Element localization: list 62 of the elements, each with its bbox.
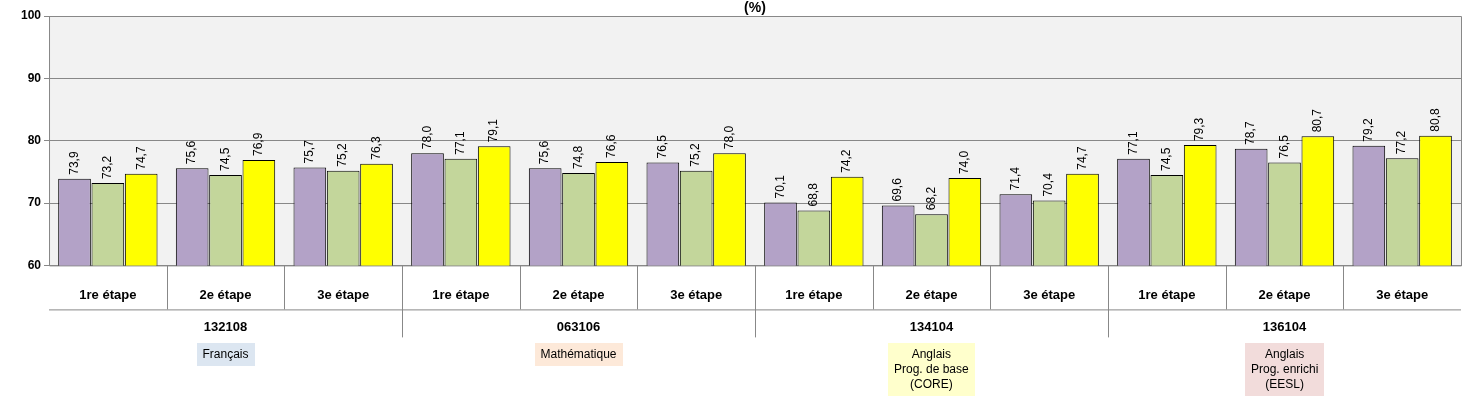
- x-tick-label: 1re étape: [785, 286, 843, 302]
- data-label: 74,2: [839, 149, 854, 173]
- x-tick-label: 3e étape: [1376, 286, 1429, 302]
- x-tick-label: 2e étape: [199, 286, 252, 302]
- text: Anglais Prog. enrichi (EESL): [1245, 343, 1325, 397]
- data-label: 74,5: [1159, 147, 1174, 171]
- data-label: 74,8: [570, 145, 585, 170]
- data-label: 79,2: [1361, 118, 1376, 142]
- data-label: 79,1: [486, 118, 501, 143]
- y-tick-label: 80: [27, 133, 42, 148]
- y-tick-label: 70: [27, 195, 42, 210]
- data-label: 77,2: [1394, 130, 1409, 155]
- data-label: 76,9: [251, 132, 266, 157]
- data-label: 78,7: [1243, 121, 1258, 145]
- x-tick-label: 2e étape: [552, 286, 605, 302]
- data-label: 74,7: [133, 146, 148, 170]
- data-label: 78,0: [419, 125, 434, 150]
- x-tick-label: 3e étape: [670, 286, 723, 302]
- data-label: 68,8: [806, 182, 821, 207]
- data-label: 75,7: [302, 139, 317, 164]
- data-label: 76,5: [655, 134, 670, 159]
- data-label: 73,9: [66, 151, 81, 175]
- data-label: 76,5: [1276, 134, 1291, 159]
- data-label: 74,0: [957, 150, 972, 175]
- text: 063106: [556, 318, 601, 334]
- data-label: 70,4: [1041, 172, 1056, 197]
- x-tick-label: 3e étape: [317, 286, 370, 302]
- x-tick-label: 3e étape: [1023, 286, 1076, 302]
- y-tick-label: 60: [27, 257, 42, 272]
- x-tick-label: 1re étape: [79, 286, 137, 302]
- data-label: 71,4: [1008, 166, 1023, 191]
- data-label: 68,2: [923, 186, 938, 211]
- data-label: 74,5: [217, 147, 232, 171]
- text: Mathématique: [534, 343, 623, 367]
- data-label: 75,6: [184, 140, 199, 165]
- data-label: 75,2: [335, 142, 350, 167]
- data-label: 76,6: [604, 134, 619, 158]
- text: Français: [196, 343, 255, 367]
- data-label: 76,3: [368, 136, 383, 160]
- data-label: 69,6: [890, 177, 905, 202]
- data-label: 70,1: [772, 174, 787, 199]
- x-tick-label: 1re étape: [1138, 286, 1196, 302]
- data-label: 80,8: [1427, 108, 1442, 132]
- data-label: 74,7: [1074, 146, 1089, 170]
- data-label: 77,1: [453, 131, 468, 155]
- x-tick-label: 1re étape: [432, 286, 490, 302]
- y-tick-label: 90: [27, 70, 42, 85]
- y-tick-label: 100: [20, 8, 42, 23]
- text: 136104: [1262, 318, 1307, 334]
- data-label: 80,7: [1310, 108, 1325, 133]
- chart-title: (%): [744, 0, 766, 15]
- text: 132108: [203, 318, 248, 334]
- data-label: 79,3: [1192, 117, 1207, 142]
- x-tick-label: 2e étape: [905, 286, 958, 302]
- data-label: 75,2: [688, 142, 703, 167]
- data-label: 73,2: [100, 155, 115, 180]
- x-tick-label: 2e étape: [1258, 286, 1311, 302]
- text: Anglais Prog. de base (CORE): [888, 343, 975, 397]
- data-label: 75,6: [537, 140, 552, 165]
- data-label: 77,1: [1125, 131, 1140, 155]
- data-label: 78,0: [721, 125, 736, 150]
- text: 134104: [909, 318, 954, 334]
